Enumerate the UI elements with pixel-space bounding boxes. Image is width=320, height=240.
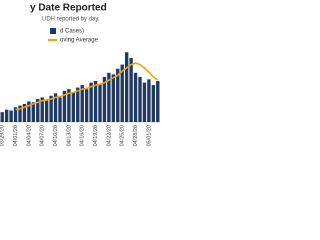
bar: [0, 112, 4, 122]
bar: [156, 81, 160, 122]
bar: [138, 76, 142, 122]
x-tick-label: 04/04/20: [26, 125, 32, 146]
bar: [44, 100, 49, 122]
bar: [124, 52, 129, 122]
x-tick-label: 04/28/20: [133, 125, 139, 146]
bar: [58, 97, 62, 122]
bar: [80, 85, 84, 122]
bar: [133, 72, 138, 122]
bar: [76, 87, 80, 122]
bar: [102, 76, 107, 122]
bar: [40, 97, 44, 122]
bar: [71, 92, 76, 122]
bar: [116, 68, 120, 122]
bar: [67, 89, 71, 122]
bar: [9, 110, 13, 122]
bar: [120, 64, 124, 122]
x-tick-label: 04/07/20: [40, 125, 46, 146]
x-tick-label: 04/22/20: [106, 125, 112, 146]
bar: [18, 105, 22, 122]
bar: [49, 95, 53, 122]
bar: [13, 107, 18, 122]
x-tick-label: 04/10/20: [53, 125, 59, 146]
bar: [147, 79, 151, 122]
bar: [27, 101, 31, 122]
bar: [89, 82, 93, 122]
chart: y Date Reported UDH reported by day. d C…: [0, 3, 160, 146]
bar: [36, 99, 40, 122]
bar: [93, 81, 98, 122]
x-tick-label: 04/13/20: [66, 125, 72, 146]
x-tick-label: 04/16/20: [80, 125, 86, 146]
x-tick-label: 04/01/20: [13, 125, 19, 146]
bar: [129, 58, 133, 122]
x-tick-label: 04/25/20: [120, 125, 126, 146]
bar: [111, 74, 116, 122]
x-tick-label: 04/19/20: [93, 125, 99, 146]
bar: [151, 85, 156, 122]
chart-subtitle: UDH reported by day.: [42, 17, 100, 23]
bar: [107, 72, 111, 122]
legend-label: oving Average: [60, 38, 99, 44]
legend-label: d Cases): [60, 29, 84, 35]
chart-title: y Date Reported: [30, 3, 107, 14]
moving-average-line: [15, 62, 159, 111]
bar: [98, 84, 102, 122]
x-tick-label: 05/01/20: [146, 125, 152, 146]
bar: [22, 103, 27, 122]
bar: [84, 89, 89, 122]
bar: [62, 90, 67, 122]
bar: [142, 82, 147, 122]
bar: [53, 93, 58, 122]
x-tick-label: 03/29/20: [0, 125, 6, 146]
bar: [31, 102, 36, 122]
legend-swatch: [50, 28, 56, 34]
bar: [4, 109, 9, 122]
